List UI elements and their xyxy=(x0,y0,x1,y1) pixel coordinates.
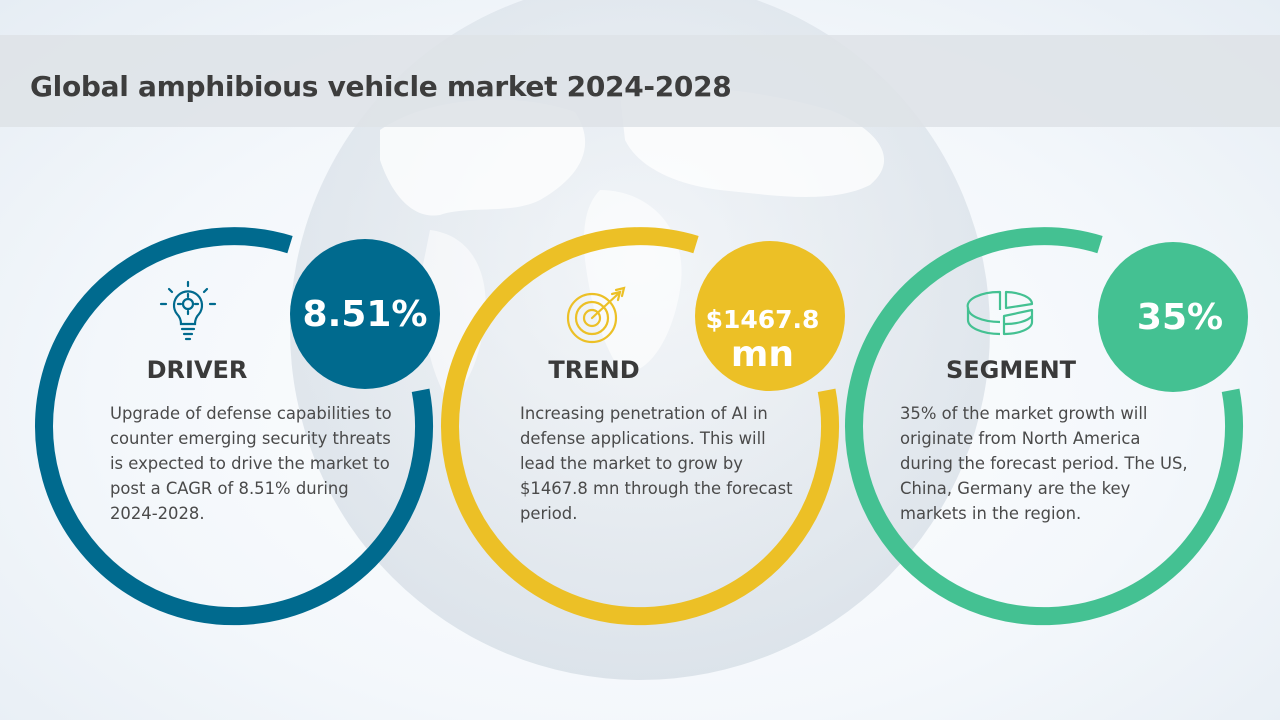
trend-stat-line1: $1467.8 xyxy=(705,305,820,334)
driver-heading: DRIVER xyxy=(146,356,248,384)
driver-stat: 8.51% xyxy=(302,293,428,335)
segment-description: 35% of the market growth will originate … xyxy=(900,404,1188,523)
segment-stat-circle xyxy=(1098,242,1248,392)
lightbulb-gear-icon xyxy=(159,280,217,341)
segment-heading: SEGMENT xyxy=(945,356,1077,384)
pie-chart-icon xyxy=(966,290,1034,336)
target-arrow-icon xyxy=(566,286,626,344)
segment-stat: 35% xyxy=(1136,296,1224,338)
trend-description: Increasing penetration of AI in defense … xyxy=(520,404,793,523)
segment-ring-arc xyxy=(845,227,1244,626)
trend-stat-circle xyxy=(695,241,845,391)
title-bar xyxy=(0,35,1280,127)
page-title: Global amphibious vehicle market 2024-20… xyxy=(30,70,732,103)
driver-stat-circle xyxy=(290,239,440,389)
trend-stat-line2: mn xyxy=(730,334,795,375)
trend-ring-arc xyxy=(441,227,840,626)
trend-heading: TREND xyxy=(548,356,640,384)
trend-stat: $1467.8 mn xyxy=(690,300,835,380)
driver-ring-arc xyxy=(35,227,434,626)
driver-description: Upgrade of defense capabilities to count… xyxy=(110,404,392,523)
